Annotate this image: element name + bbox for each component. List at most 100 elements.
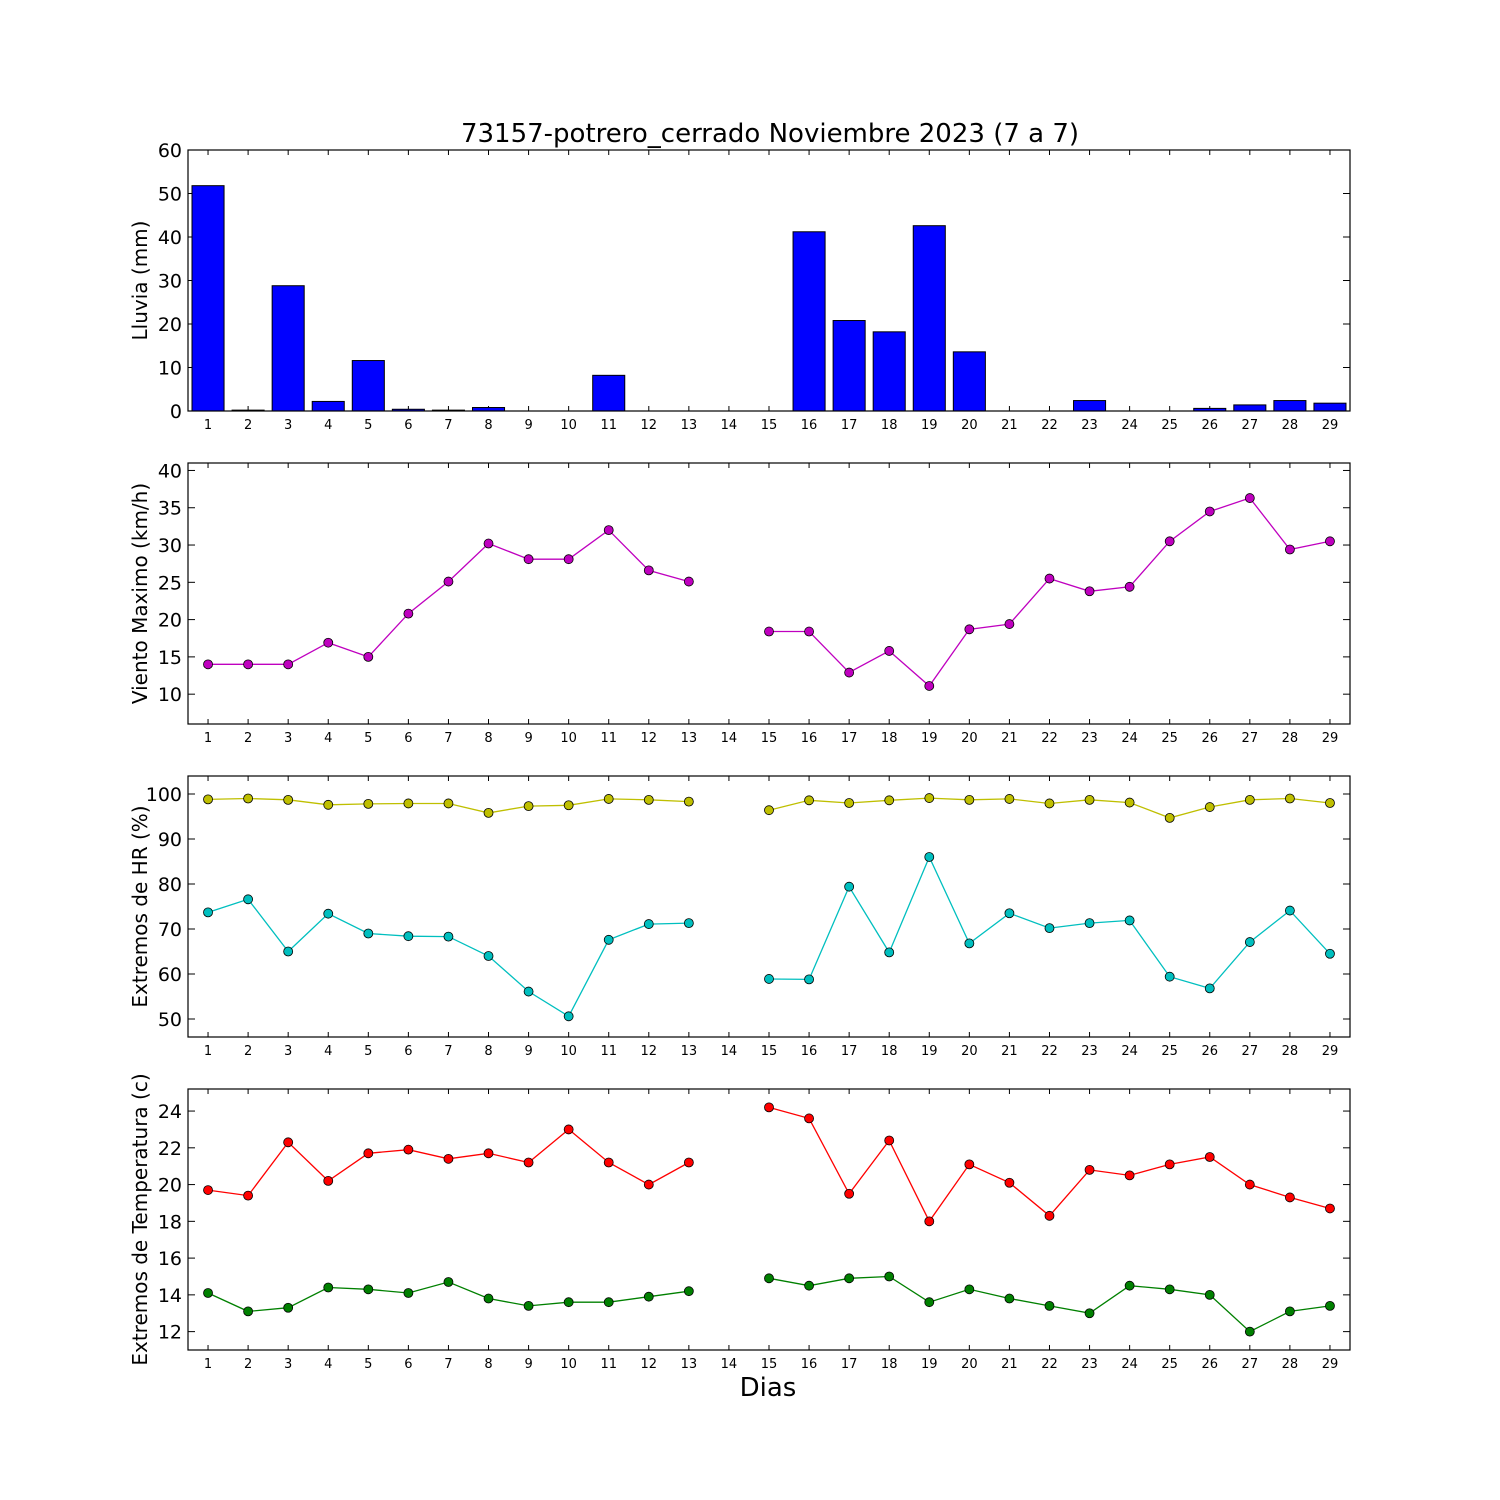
x-tick-label: 26	[1201, 418, 1218, 433]
bar	[912, 225, 946, 412]
data-point	[924, 793, 935, 803]
data-point	[1084, 918, 1095, 929]
data-point	[1325, 948, 1335, 959]
x-tick-label: 2	[244, 1357, 252, 1372]
x-tick-label: 16	[801, 731, 818, 746]
data-point	[1084, 586, 1095, 597]
data-point	[363, 1148, 374, 1159]
data-point	[764, 805, 774, 816]
data-point	[403, 608, 414, 619]
series-1	[203, 793, 1335, 823]
series-line	[768, 855, 1331, 990]
data-point	[804, 1280, 814, 1291]
bar	[792, 231, 826, 412]
x-tick-label: 6	[404, 418, 412, 433]
data-point	[243, 894, 254, 905]
data-point	[683, 918, 694, 929]
data-point	[1164, 971, 1175, 982]
x-tick-label: 1	[204, 1044, 212, 1059]
x-tick-label: 3	[284, 418, 292, 433]
y-tick-label: 80	[158, 874, 182, 896]
x-tick-label: 13	[681, 1357, 698, 1372]
x-tick-label: 13	[681, 731, 698, 746]
data-point	[764, 1102, 774, 1113]
x-tick-label: 23	[1081, 1357, 1098, 1372]
data-point	[483, 1148, 494, 1159]
x-tick-label: 6	[404, 1357, 412, 1372]
data-point	[523, 1300, 534, 1311]
x-tick-label: 27	[1242, 1044, 1259, 1059]
x-tick-label: 10	[560, 731, 577, 746]
data-point	[323, 799, 334, 810]
y-tick-label: 50	[158, 1009, 182, 1031]
data-point	[1325, 798, 1335, 808]
x-tick-label: 28	[1282, 731, 1299, 746]
x-tick-label: 29	[1322, 1357, 1339, 1372]
x-tick-label: 23	[1081, 731, 1098, 746]
y-tick-label: 20	[158, 610, 182, 632]
panel-4: Extremos de Temperatura (c) 1214161820222…	[128, 1073, 1351, 1372]
bar	[311, 400, 345, 412]
x-tick-label: 17	[841, 1044, 858, 1059]
data-point	[203, 659, 213, 670]
data-point	[603, 1297, 614, 1308]
data-point	[844, 798, 855, 808]
series-2	[203, 1271, 1335, 1337]
x-tick-label: 19	[921, 1044, 938, 1059]
x-tick-label: 8	[484, 1357, 492, 1372]
data-point	[924, 1216, 935, 1227]
data-point	[243, 659, 254, 670]
data-point	[844, 667, 855, 678]
data-point	[764, 626, 774, 637]
data-point	[403, 931, 414, 942]
x-tick-label: 17	[841, 418, 858, 433]
x-tick-label: 7	[444, 1044, 452, 1059]
data-point	[1084, 1164, 1095, 1175]
data-point	[764, 974, 774, 984]
data-point	[523, 801, 534, 812]
y-tick-label: 20	[158, 1175, 182, 1197]
x-tick-label: 28	[1282, 1357, 1299, 1372]
x-tick-label: 8	[484, 418, 492, 433]
x-tick-label: 1	[204, 418, 212, 433]
data-point	[323, 1282, 334, 1293]
data-point	[1124, 915, 1135, 926]
data-point	[283, 794, 294, 805]
y-tick-label: 90	[158, 829, 182, 851]
x-tick-label: 2	[244, 1044, 252, 1059]
data-point	[283, 1302, 294, 1313]
y-tick-label: 10	[158, 358, 182, 380]
data-point	[1044, 923, 1055, 933]
y-tick-label: 25	[158, 572, 182, 594]
data-point	[1244, 794, 1255, 805]
data-point	[1244, 1326, 1255, 1337]
x-tick-label: 29	[1322, 418, 1339, 433]
data-point	[563, 554, 574, 565]
data-point	[1044, 1210, 1055, 1221]
data-point	[563, 800, 574, 811]
data-point	[844, 1188, 855, 1199]
data-point	[1124, 1170, 1135, 1181]
x-tick-label: 2	[244, 731, 252, 746]
x-tick-label: 21	[1001, 1357, 1018, 1372]
data-point	[1284, 1306, 1295, 1317]
data-point	[483, 1293, 494, 1304]
data-point	[964, 794, 975, 805]
data-point	[363, 799, 374, 809]
x-tick-label: 11	[600, 1044, 617, 1059]
data-point	[844, 1273, 855, 1284]
series-2	[203, 852, 1335, 1022]
y-tick-label: 10	[158, 684, 182, 706]
data-point	[443, 931, 454, 942]
x-tick-label: 19	[921, 731, 938, 746]
y-tick-label: 50	[158, 184, 182, 206]
data-point	[1164, 1284, 1175, 1295]
x-tick-label: 18	[881, 1044, 898, 1059]
data-point	[683, 1286, 694, 1297]
x-tick-label: 17	[841, 1357, 858, 1372]
data-point	[203, 794, 213, 805]
data-point	[283, 659, 294, 670]
data-point	[283, 1137, 294, 1148]
data-point	[764, 1273, 774, 1284]
